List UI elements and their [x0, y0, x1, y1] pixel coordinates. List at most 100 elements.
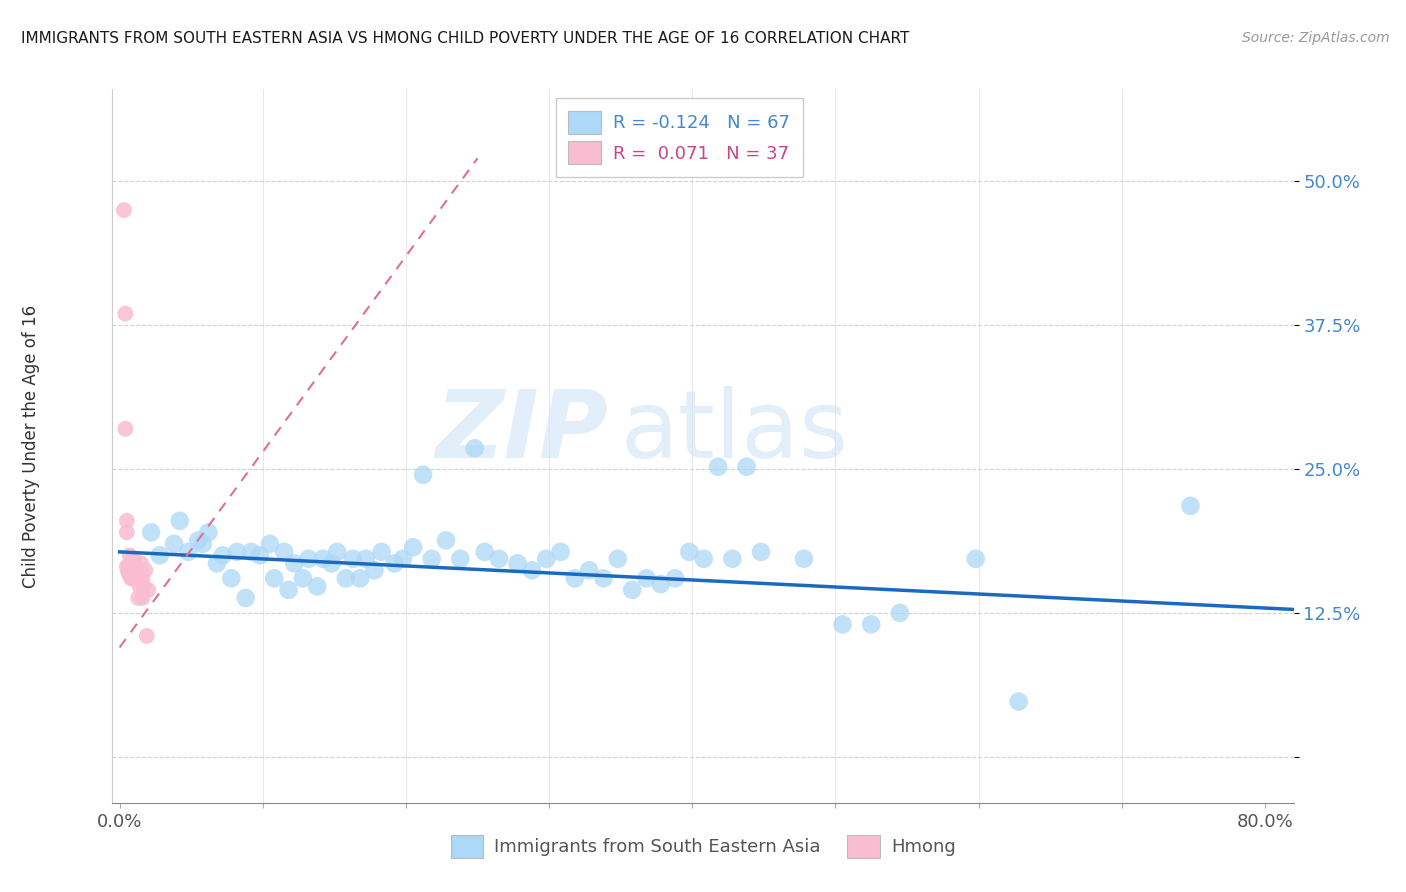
- Text: atlas: atlas: [620, 385, 849, 478]
- Point: [127, 591, 149, 605]
- Point: [205, 557, 228, 571]
- Point: [122, 551, 145, 566]
- Point: [122, 563, 145, 577]
- Point: [831, 617, 853, 632]
- Point: [370, 545, 392, 559]
- Point: [707, 459, 730, 474]
- Point: [118, 568, 141, 582]
- Point: [965, 551, 987, 566]
- Point: [721, 551, 744, 566]
- Point: [197, 525, 219, 540]
- Point: [354, 551, 377, 566]
- Point: [678, 545, 700, 559]
- Point: [335, 571, 357, 585]
- Point: [889, 606, 911, 620]
- Point: [650, 577, 672, 591]
- Point: [134, 563, 156, 577]
- Point: [434, 533, 457, 548]
- Point: [392, 551, 415, 566]
- Point: [488, 551, 510, 566]
- Point: [402, 541, 425, 555]
- Point: [131, 571, 153, 585]
- Point: [124, 559, 146, 574]
- Point: [592, 571, 614, 585]
- Point: [120, 559, 142, 574]
- Point: [125, 559, 148, 574]
- Point: [112, 202, 135, 217]
- Point: [121, 566, 143, 580]
- Text: Source: ZipAtlas.com: Source: ZipAtlas.com: [1241, 31, 1389, 45]
- Point: [326, 545, 349, 559]
- Point: [128, 579, 150, 593]
- Point: [115, 559, 138, 574]
- Point: [127, 568, 149, 582]
- Point: [420, 551, 443, 566]
- Point: [307, 579, 329, 593]
- Point: [664, 571, 686, 585]
- Point: [793, 551, 815, 566]
- Point: [363, 563, 385, 577]
- Point: [120, 571, 142, 585]
- Point: [122, 557, 145, 571]
- Point: [129, 566, 152, 580]
- Point: [114, 422, 136, 436]
- Point: [412, 467, 434, 482]
- Point: [1180, 499, 1202, 513]
- Point: [139, 525, 162, 540]
- Point: [129, 557, 152, 571]
- Point: [606, 551, 628, 566]
- Point: [240, 545, 263, 559]
- Point: [121, 559, 143, 574]
- Point: [636, 571, 658, 585]
- Point: [536, 551, 558, 566]
- Point: [384, 557, 406, 571]
- Point: [349, 571, 371, 585]
- Point: [860, 617, 883, 632]
- Point: [115, 525, 138, 540]
- Point: [169, 514, 191, 528]
- Point: [136, 582, 159, 597]
- Point: [149, 549, 172, 563]
- Point: [273, 545, 295, 559]
- Text: ZIP: ZIP: [436, 385, 609, 478]
- Point: [520, 563, 543, 577]
- Point: [621, 582, 644, 597]
- Point: [125, 571, 148, 585]
- Point: [226, 545, 249, 559]
- Point: [177, 545, 200, 559]
- Text: IMMIGRANTS FROM SOUTH EASTERN ASIA VS HMONG CHILD POVERTY UNDER THE AGE OF 16 CO: IMMIGRANTS FROM SOUTH EASTERN ASIA VS HM…: [21, 31, 910, 46]
- Point: [187, 533, 209, 548]
- Point: [122, 568, 145, 582]
- Point: [235, 591, 257, 605]
- Point: [263, 571, 285, 585]
- Point: [1008, 694, 1031, 708]
- Point: [550, 545, 572, 559]
- Point: [342, 551, 364, 566]
- Point: [578, 563, 600, 577]
- Point: [191, 537, 214, 551]
- Point: [118, 559, 141, 574]
- Point: [118, 549, 141, 563]
- Point: [735, 459, 758, 474]
- Point: [291, 571, 314, 585]
- Point: [249, 549, 271, 563]
- Legend: Immigrants from South Eastern Asia, Hmong: Immigrants from South Eastern Asia, Hmon…: [443, 828, 963, 865]
- Point: [277, 582, 299, 597]
- Point: [749, 545, 772, 559]
- Point: [506, 557, 529, 571]
- Point: [163, 537, 186, 551]
- Point: [117, 559, 139, 574]
- Point: [132, 579, 155, 593]
- Point: [121, 551, 143, 566]
- Point: [474, 545, 496, 559]
- Point: [449, 551, 471, 566]
- Point: [693, 551, 716, 566]
- Point: [127, 571, 149, 585]
- Point: [312, 551, 335, 566]
- Point: [464, 442, 486, 456]
- Point: [121, 571, 143, 585]
- Point: [135, 629, 157, 643]
- Point: [115, 514, 138, 528]
- Point: [283, 557, 305, 571]
- Point: [221, 571, 243, 585]
